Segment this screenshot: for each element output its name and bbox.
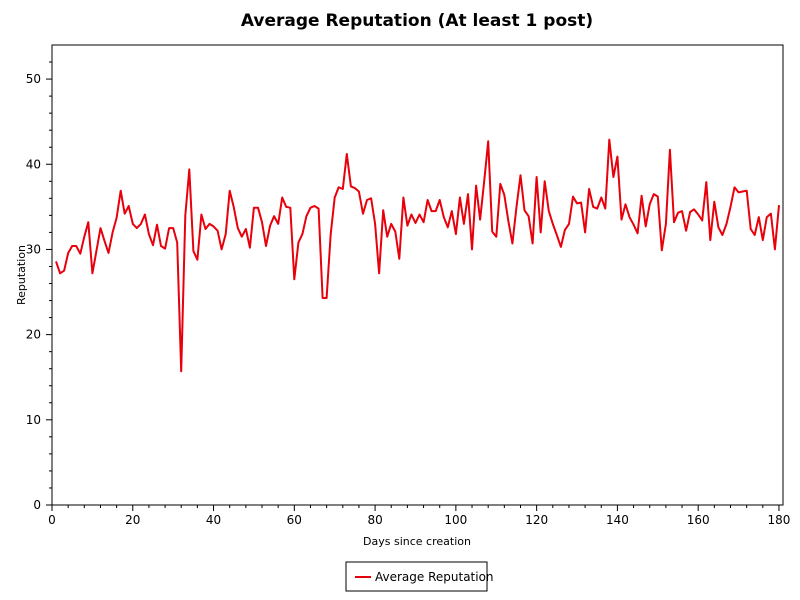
x-tick-label: 0 [48,513,56,527]
y-tick-label: 30 [26,242,41,256]
y-tick-label: 10 [26,413,41,427]
x-axis: 0 20 40 60 80 100 120 140 160 180 [48,505,790,527]
y-tick-label: 20 [26,328,41,342]
series-line-average-reputation [55,138,780,373]
x-tick-label: 60 [287,513,302,527]
x-tick-label: 40 [206,513,221,527]
x-tick-label: 100 [444,513,467,527]
y-tick-label: 0 [33,498,41,512]
x-tick-label: 20 [125,513,140,527]
y-axis: 0 10 20 30 40 50 [26,61,52,512]
plot-area [51,44,784,506]
chart-title: Average Reputation (At least 1 post) [241,11,593,31]
x-tick-label: 160 [687,513,710,527]
y-tick-label: 50 [26,72,41,86]
x-tick-label: 180 [768,513,791,527]
x-axis-label: Days since creation [363,535,471,548]
x-tick-label: 120 [525,513,548,527]
x-tick-label: 80 [367,513,382,527]
legend: Average Reputation [345,561,494,592]
y-tick-label: 40 [26,157,41,171]
y-axis-label: Reputation [15,245,28,305]
series-layer [55,138,780,373]
legend-label: Average Reputation [375,570,494,584]
x-tick-label: 140 [606,513,629,527]
